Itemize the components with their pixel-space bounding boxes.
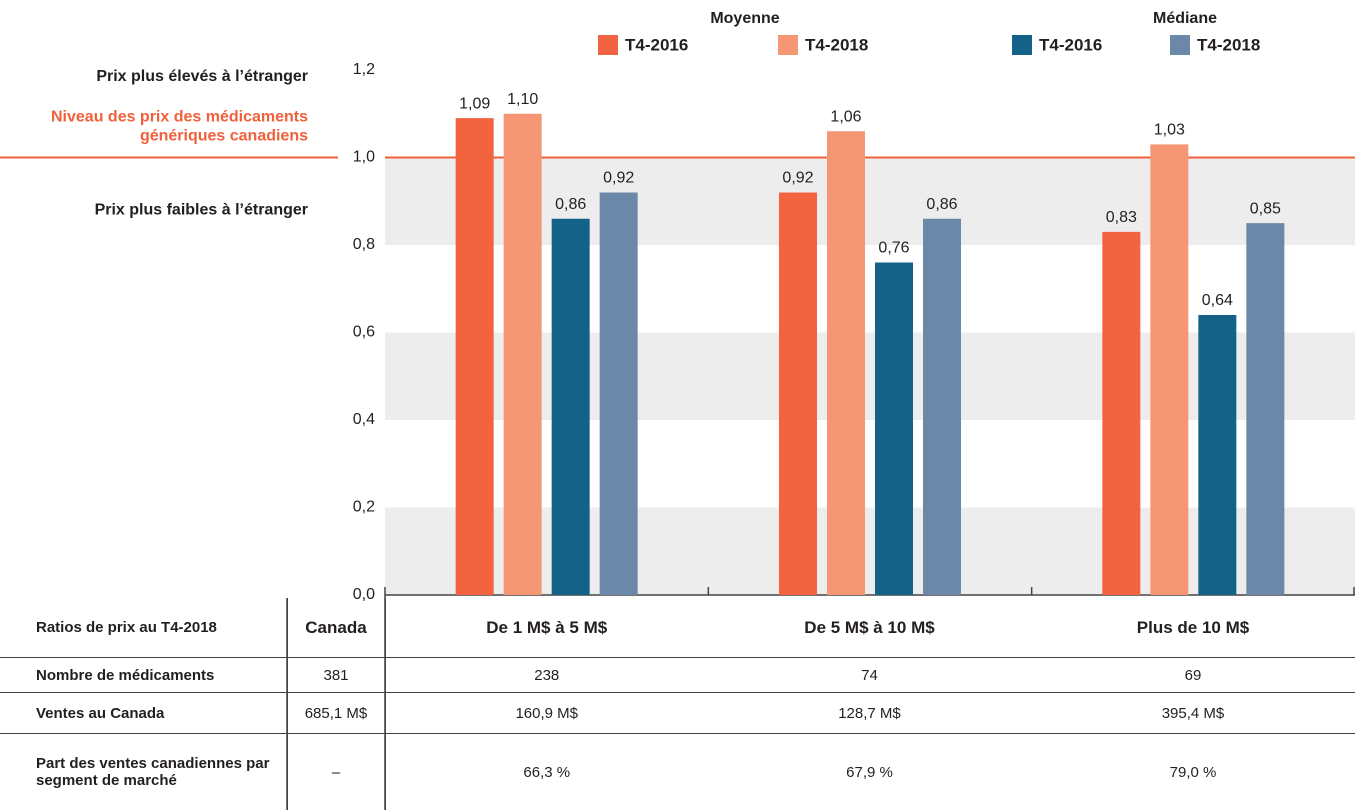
legend-label: T4-2016 [625,35,688,54]
value-label: 0,64 [1202,292,1233,309]
value-label: 0,76 [878,240,909,257]
header-cell: De 1 M$ à 5 M$ [385,598,708,658]
y-tick-label: 0,2 [353,499,375,516]
table-cell: 67,9 % [846,763,893,781]
value-label: 0,85 [1250,200,1281,217]
grid-band [385,507,1355,595]
header-cell: Canada [286,598,386,658]
table-cell: 128,7 M$ [708,692,1031,734]
header-cell: Ratios de prix au T4-2018 [0,598,287,658]
annotation: Prix plus faibles à l’étranger [95,202,308,219]
reference-label: génériques canadiens [140,128,308,145]
reference-label: Niveau des prix des médicaments [51,109,308,126]
table-cell: 160,9 M$ [385,692,708,734]
bar [1150,144,1189,595]
data-table: Ratios de prix au T4-2018 Canada De 1 M$… [0,598,1355,810]
value-label: 0,86 [926,196,957,213]
table-cell: Ventes au Canada [0,692,287,734]
value-label: 0,86 [555,196,586,213]
legend-group-title: Moyenne [710,10,779,27]
y-tick-label: 1,0 [353,149,375,166]
bar [503,113,542,595]
legend-swatch [778,35,798,55]
table-cell: Part des ventes canadiennes par segment … [36,755,270,789]
legend-label: T4-2016 [1039,35,1102,54]
header-cell: Plus de 10 M$ [1031,598,1355,658]
value-label: 1,09 [459,95,490,112]
bar [1198,315,1237,595]
table-cell: 74 [708,657,1031,693]
legend-swatch [1170,35,1190,55]
table-row: Nombre de médicaments 381 238 74 69 [0,657,1355,693]
table-row: Ventes au Canada 685,1 M$ 160,9 M$ 128,7 M$… [0,692,1355,734]
bar [455,118,494,595]
annotation: Prix plus élevés à l’étranger [96,68,308,85]
table-cell: 395,4 M$ [1031,692,1355,734]
value-label: 0,83 [1106,209,1137,226]
value-label: 0,92 [603,170,634,187]
legend-swatch [598,35,618,55]
legend-label: T4-2018 [1197,35,1260,54]
grid-band [385,157,1355,245]
value-label: 1,06 [830,108,861,125]
table-cell: 69 [1031,657,1355,693]
y-tick-label: 0,8 [353,236,375,253]
header-cell: De 5 M$ à 10 M$ [708,598,1031,658]
grid-band [385,332,1355,420]
legend-label: T4-2018 [805,35,868,54]
legend-swatch [1012,35,1032,55]
bar [875,262,913,595]
table-cell: 79,0 % [1169,763,1217,781]
table-cell: Nombre de médicaments [0,657,287,693]
table-cell: 381 [286,657,386,693]
legend-group-title: Médiane [1153,10,1217,27]
bar [779,192,817,595]
y-tick-label: 1,2 [353,61,375,78]
bar [551,218,590,595]
y-tick-label: 0,6 [353,324,375,341]
table-header: Ratios de prix au T4-2018 Canada De 1 M$… [0,598,1355,658]
y-tick-label: 0,4 [353,411,375,428]
bar [923,218,961,595]
bar [1246,223,1285,595]
bar [1102,231,1141,595]
value-label: 0,92 [782,170,813,187]
table-row: Part des ventes canadiennes par segment … [0,733,1355,810]
table-cell: 685,1 M$ [286,692,386,734]
value-label: 1,03 [1154,122,1185,139]
bar [827,131,865,595]
bar [599,192,638,595]
value-label: 1,10 [507,91,538,108]
table-cell: 66,3 % [523,763,571,781]
table-cell: 238 [385,657,708,693]
table-cell: – [286,733,386,810]
